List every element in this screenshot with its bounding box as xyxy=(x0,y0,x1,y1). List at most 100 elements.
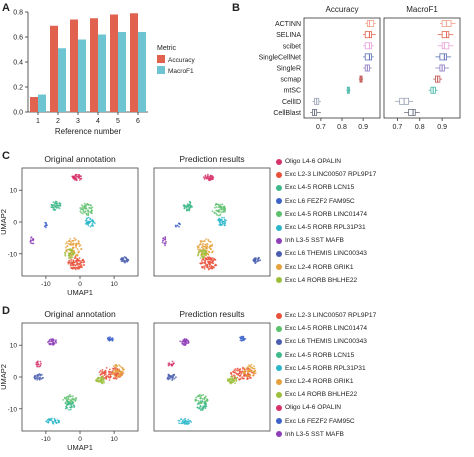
umap-point xyxy=(200,254,203,257)
umap-point xyxy=(203,262,206,265)
legend-item: Exc L2-4 RORB GRIK1 xyxy=(276,378,354,385)
legend-item: Oligo L4-6 OPALIN xyxy=(276,158,341,165)
umap-point xyxy=(205,176,208,179)
umap-point xyxy=(73,237,76,240)
legend-dot xyxy=(276,418,282,425)
umap-point xyxy=(185,339,188,342)
umap-point xyxy=(119,371,122,373)
x-axis-label: UMAP1 xyxy=(67,443,93,452)
umap-point xyxy=(110,375,112,378)
umap-point xyxy=(210,248,213,250)
umap-point xyxy=(37,377,39,379)
umap-point xyxy=(127,259,130,261)
method-label: SELINA xyxy=(276,32,301,39)
umap-point xyxy=(201,397,204,400)
umap-point xyxy=(40,362,42,365)
legend-dot xyxy=(276,158,282,165)
umap-point xyxy=(197,248,199,250)
umap-points xyxy=(33,336,125,425)
y-tick-label: 0 xyxy=(13,375,17,382)
umap-point xyxy=(246,374,248,377)
umap-point xyxy=(237,373,239,376)
umap-point xyxy=(78,257,81,260)
umap-point xyxy=(219,218,222,221)
umap-point xyxy=(79,261,82,264)
facet-title: MacroF1 xyxy=(406,5,438,14)
umap-point xyxy=(54,202,57,205)
umap-point xyxy=(67,395,70,398)
legend-panel-c: Oligo L4-6 OPALIN Exc L2-3 LINC00507 RPL9… xyxy=(272,158,472,298)
x-axis-label: Reference number xyxy=(55,127,122,136)
bar-accuracy-1 xyxy=(30,97,38,112)
umap-point xyxy=(125,260,127,263)
bar-macrof1-5 xyxy=(118,32,126,112)
umap-point xyxy=(67,402,70,405)
umap-point xyxy=(238,371,241,374)
umap-point xyxy=(205,247,208,250)
legend-dot xyxy=(276,224,282,231)
x-tick-label: 0 xyxy=(78,281,82,288)
umap-point xyxy=(203,398,206,401)
y-tick-label: 10 xyxy=(10,188,18,195)
umap-point xyxy=(75,259,78,262)
umap-point xyxy=(169,375,172,378)
umap-point xyxy=(251,370,254,372)
umap-point xyxy=(232,371,235,374)
umap-point xyxy=(207,238,210,241)
umap-point xyxy=(65,241,68,243)
umap-point xyxy=(208,263,211,266)
umap-point xyxy=(252,367,255,370)
panel-letter-c: C xyxy=(2,150,10,162)
umap-point xyxy=(180,422,183,425)
umap-point xyxy=(171,376,174,379)
umap-point xyxy=(69,402,72,405)
umap-point xyxy=(105,367,108,369)
umap-point xyxy=(81,205,84,208)
umap-point xyxy=(254,257,257,260)
x-tick-label: 4 xyxy=(96,118,100,125)
umap-point xyxy=(113,368,115,371)
umap-point xyxy=(72,176,75,178)
bar-macrof1-1 xyxy=(38,94,46,112)
umap-point xyxy=(199,397,202,399)
umap-point xyxy=(166,377,169,379)
umap-point xyxy=(224,208,227,211)
umap-point xyxy=(36,360,39,363)
umap-point xyxy=(85,203,87,206)
umap-point xyxy=(243,368,246,370)
x-tick-label: 0.8 xyxy=(337,124,347,131)
umap-point xyxy=(78,177,81,179)
umap-point xyxy=(178,222,181,225)
umap-point xyxy=(103,381,105,384)
legend-label: Exc L2-3 LINC00507 RPL9P17 xyxy=(285,171,377,179)
umap-point xyxy=(198,250,201,253)
umap-point xyxy=(80,211,82,214)
umap-point xyxy=(39,360,42,363)
umap-point xyxy=(64,251,66,254)
umap-point xyxy=(110,337,113,340)
umap-point xyxy=(101,372,103,374)
bar-accuracy-4 xyxy=(90,18,98,112)
umap-point xyxy=(243,377,245,380)
umap-point xyxy=(78,259,81,262)
box-selina xyxy=(441,31,450,39)
umap-point xyxy=(98,371,101,374)
umap-point xyxy=(66,401,69,403)
legend-label: Exc L6 THEMIS LINC00343 xyxy=(285,250,367,258)
umap-point xyxy=(217,219,220,221)
umap-point xyxy=(242,366,244,369)
umap-point xyxy=(56,202,59,205)
umap-point xyxy=(83,264,86,266)
umap-point xyxy=(125,256,127,259)
umap-point xyxy=(75,177,78,180)
umap-point xyxy=(51,205,54,208)
umap-point xyxy=(184,340,186,343)
umap-point xyxy=(207,240,210,243)
umap-point xyxy=(217,214,220,217)
umap-point xyxy=(98,379,101,382)
umap-point xyxy=(114,376,117,379)
umap-points xyxy=(166,335,257,426)
umap-point xyxy=(256,260,259,263)
umap-point xyxy=(188,208,191,211)
umap-point xyxy=(178,422,181,425)
